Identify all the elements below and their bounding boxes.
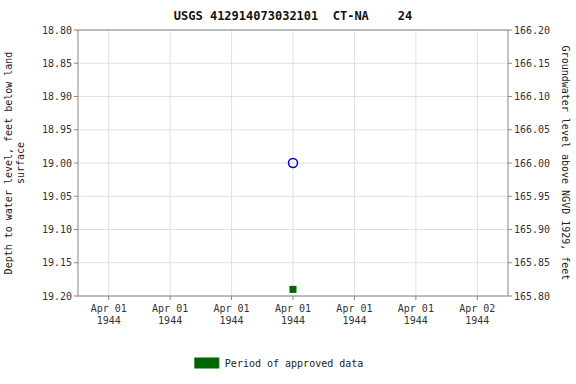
tick-label: 18.90 — [42, 91, 72, 102]
text-line: Apr 01 — [336, 303, 372, 314]
tick-label: Apr 011944 — [91, 303, 127, 326]
tick — [74, 63, 78, 64]
grid-line — [170, 30, 171, 296]
tick — [74, 262, 78, 263]
tick-label: 19.05 — [42, 191, 72, 202]
text-line: Apr 01 — [152, 303, 188, 314]
tick-label: Apr 011944 — [275, 303, 311, 326]
y2-axis: 166.20 166.15 166.10 166.05 166.00 165.95 165.… — [508, 25, 550, 302]
tick-label: 18.85 — [42, 58, 72, 69]
tick — [508, 129, 512, 130]
text-line: Depth to water level, feet below land — [3, 52, 14, 275]
chart: 18.80 18.85 18.90 18.95 19.00 19.05 19.10 19.15… — [0, 0, 576, 384]
tick-label: 19.15 — [42, 257, 72, 268]
tick-label: Apr 011944 — [214, 303, 250, 326]
tick — [170, 296, 171, 300]
legend: Period of approved data — [195, 358, 363, 369]
tick — [293, 296, 294, 300]
text-line: Apr 01 — [214, 303, 250, 314]
tick — [508, 196, 512, 197]
grid-line — [293, 30, 294, 296]
text-line: Apr 01 — [398, 303, 434, 314]
text-line: 1944 — [281, 315, 305, 326]
grid — [78, 30, 508, 296]
tick — [477, 296, 478, 300]
grid-line — [354, 30, 355, 296]
tick-label: 166.20 — [514, 25, 550, 36]
grid-line — [108, 30, 109, 296]
text-line: 1944 — [97, 315, 121, 326]
text-line: Groundwater level above NGVD 1929, feet — [560, 46, 571, 281]
tick — [74, 96, 78, 97]
text-line: Apr 01 — [91, 303, 127, 314]
tick — [74, 196, 78, 197]
tick-label: 19.20 — [42, 291, 72, 302]
tick — [508, 262, 512, 263]
tick — [354, 296, 355, 300]
background — [0, 0, 576, 384]
y-axis-label: Depth to water level, feet below landsur… — [3, 52, 26, 275]
point — [289, 159, 298, 168]
tick-label: Apr 011944 — [336, 303, 372, 326]
title: USGS 412914073032101 CT-NA 24 — [174, 9, 412, 23]
point — [290, 286, 296, 292]
text-line: 1944 — [465, 315, 489, 326]
tick-label: Apr 021944 — [459, 303, 495, 326]
tick-label: 165.85 — [514, 257, 550, 268]
tick — [508, 163, 512, 164]
tick-label: 19.00 — [42, 158, 72, 169]
tick — [508, 30, 512, 31]
tick-label: 166.15 — [514, 58, 550, 69]
tick — [74, 30, 78, 31]
tick — [231, 296, 232, 300]
text-line: 1944 — [342, 315, 366, 326]
text-line: surface — [15, 142, 26, 184]
y-axis: 18.80 18.85 18.90 18.95 19.00 19.05 19.10 19.15… — [42, 25, 78, 302]
tick-label: 166.05 — [514, 124, 550, 135]
tick — [508, 96, 512, 97]
plot-frame — [78, 30, 508, 296]
text-line: 1944 — [158, 315, 182, 326]
tick-label: Apr 011944 — [152, 303, 188, 326]
tick — [508, 296, 512, 297]
legend-label: Period of approved data — [225, 358, 363, 369]
tick-label: 165.90 — [514, 224, 550, 235]
marks — [289, 159, 298, 293]
y2-axis-label: Groundwater level above NGVD 1929, feet — [560, 46, 571, 281]
tick — [74, 129, 78, 130]
grid-line — [477, 30, 478, 296]
tick — [74, 163, 78, 164]
legend-swatch — [195, 358, 219, 368]
text-line: Apr 01 — [275, 303, 311, 314]
tick-label: 166.10 — [514, 91, 550, 102]
tick — [108, 296, 109, 300]
tick — [74, 229, 78, 230]
tick — [74, 296, 78, 297]
grid-line — [231, 30, 232, 296]
tick-label: 18.95 — [42, 124, 72, 135]
text-line: Apr 02 — [459, 303, 495, 314]
grid-line — [415, 30, 416, 296]
x-axis: Apr 011944Apr 011944Apr 011944Apr 011944… — [91, 296, 496, 326]
tick-label: 19.10 — [42, 224, 72, 235]
tick-label: 166.00 — [514, 158, 550, 169]
tick — [508, 63, 512, 64]
text-line: 1944 — [404, 315, 428, 326]
tick-label: Apr 011944 — [398, 303, 434, 326]
tick-label: 165.80 — [514, 291, 550, 302]
tick — [415, 296, 416, 300]
tick-label: 18.80 — [42, 25, 72, 36]
tick-label: 165.95 — [514, 191, 550, 202]
text-line: 1944 — [220, 315, 244, 326]
tick — [508, 229, 512, 230]
